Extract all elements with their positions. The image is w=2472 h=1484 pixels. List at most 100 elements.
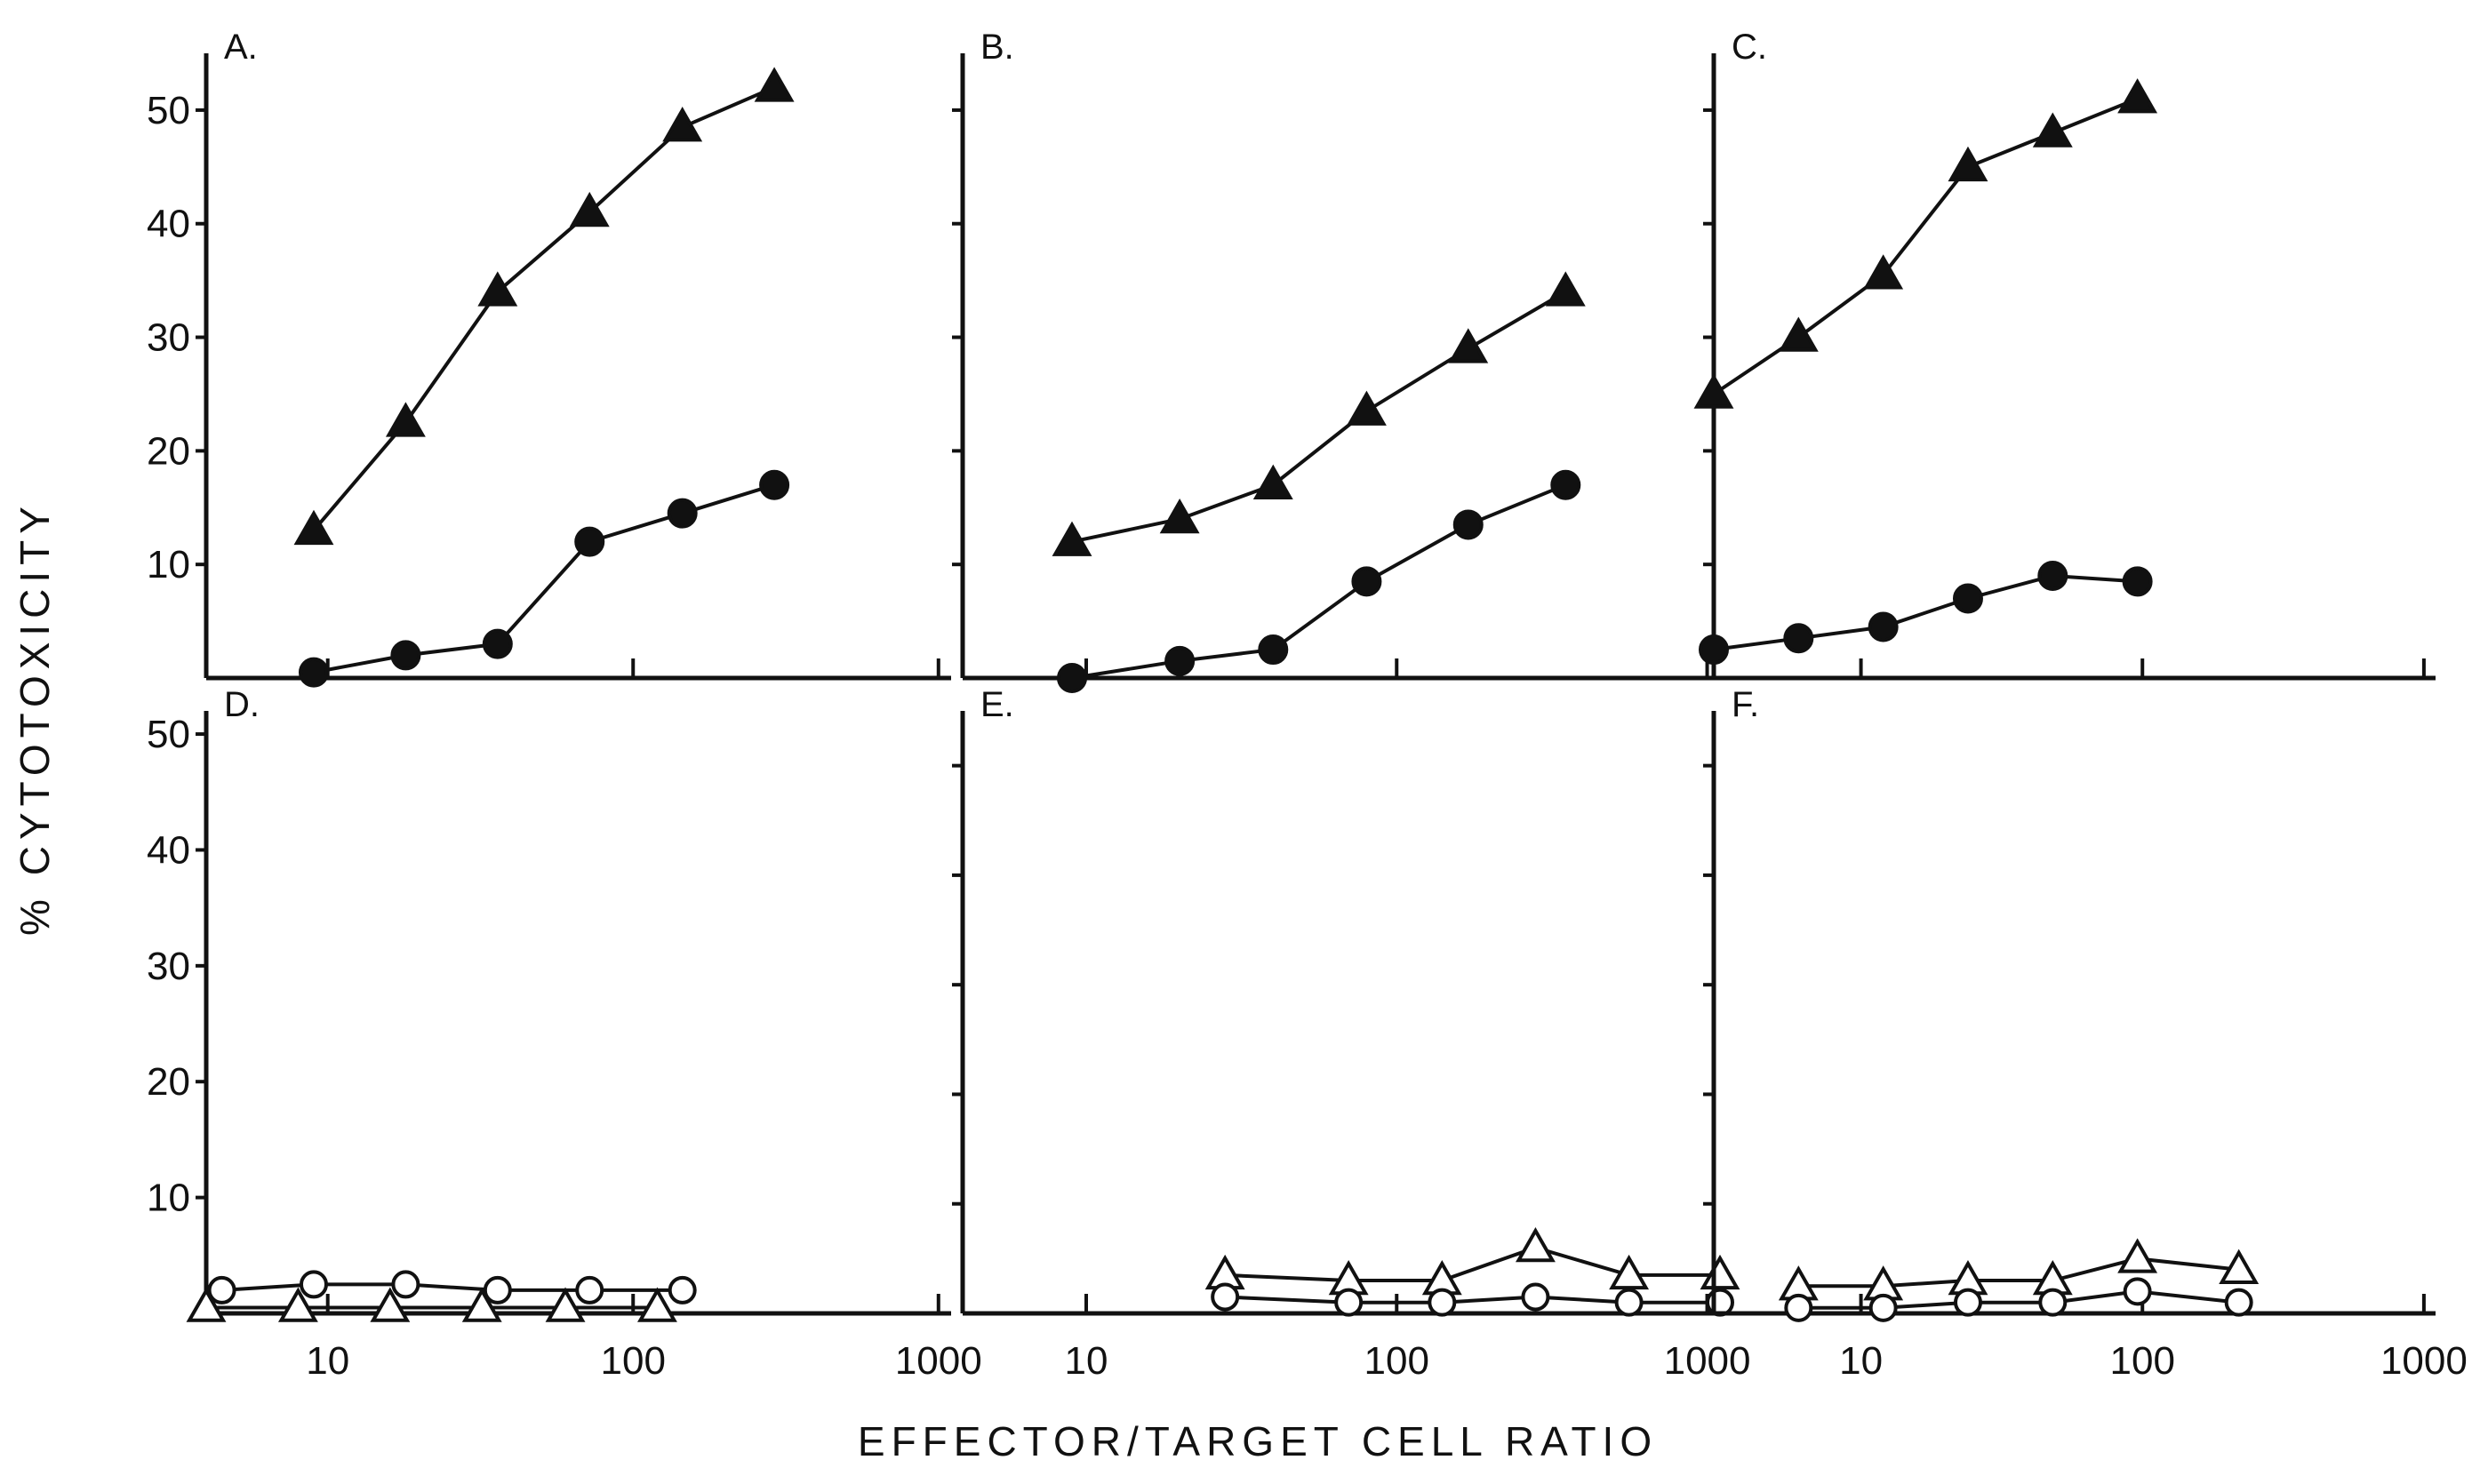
x-tick-label: 1000 (895, 1339, 982, 1383)
series-line (1225, 1245, 1720, 1282)
data-point-triangle (461, 1287, 502, 1322)
data-point-triangle (2219, 1249, 2260, 1284)
data-point-circle (2037, 560, 2068, 591)
data-point-triangle (1700, 1254, 1740, 1290)
panel-e: 10 100 1000 E. (952, 685, 1750, 1383)
panel-b: B. (952, 28, 1720, 693)
data-point-triangle (662, 107, 703, 142)
panel-label: A. (224, 28, 258, 67)
x-axis-title: EFFECTOR/TARGET CELL RATIO (858, 1418, 1658, 1464)
data-point-circle (1452, 509, 1484, 540)
data-point-circle (1868, 611, 1899, 642)
panel-f: 10 100 1000 F. (1703, 685, 2468, 1383)
series-line (313, 483, 775, 674)
x-tick-label: 10 (1065, 1339, 1108, 1383)
y-tick-label: 30 (147, 316, 190, 360)
panel-label: D. (224, 685, 260, 724)
data-point-circle (1784, 1293, 1813, 1322)
data-point-circle (2123, 1277, 2152, 1306)
data-point-triangle (1545, 271, 1586, 307)
panel-label: B. (980, 28, 1014, 67)
data-point-triangle (1516, 1227, 1556, 1263)
data-point-triangle (1052, 521, 1092, 556)
series-line (1712, 97, 2139, 396)
data-point-circle (759, 469, 790, 500)
y-tick-label: 40 (147, 828, 190, 872)
data-point-circle (1699, 634, 1729, 666)
data-point-circle (1706, 1288, 1734, 1317)
data-point-circle (1614, 1288, 1644, 1317)
y-tick-label: 50 (147, 713, 190, 756)
y-tick-label: 20 (147, 429, 190, 473)
panel-label: C. (1732, 28, 1767, 67)
data-point-circle (299, 1270, 328, 1299)
data-point-circle (1783, 623, 1814, 654)
data-point-circle (575, 1275, 604, 1304)
y-tick-label: 20 (147, 1060, 190, 1104)
data-point-triangle (477, 271, 518, 307)
y-axis-title: % CYTOTOXICITY (12, 500, 58, 936)
data-point-triangle (754, 67, 795, 102)
series-line (312, 85, 775, 532)
data-point-triangle (569, 191, 610, 227)
series-line (1071, 483, 1567, 680)
x-tick-label: 10 (306, 1339, 349, 1383)
data-point-triangle (1346, 390, 1387, 426)
data-point-circle (2224, 1288, 2253, 1317)
series-line (221, 1282, 683, 1292)
data-point-triangle (370, 1287, 411, 1322)
y-tick-label: 10 (147, 543, 190, 586)
data-point-circle (668, 1275, 697, 1304)
data-point-triangle (277, 1287, 318, 1322)
data-point-circle (482, 628, 513, 659)
data-point-circle (574, 526, 605, 557)
data-point-triangle (1778, 316, 1819, 352)
data-point-triangle (1863, 254, 1904, 290)
data-point-triangle (1609, 1254, 1650, 1290)
data-point-triangle (1693, 373, 1734, 409)
series-line (1071, 290, 1567, 544)
data-point-triangle (385, 402, 426, 437)
data-point-circle (483, 1275, 512, 1304)
data-point-circle (1952, 583, 1983, 614)
y-tick-label: 30 (147, 945, 190, 988)
data-point-triangle (1948, 146, 1988, 182)
data-point-triangle (545, 1287, 586, 1322)
series-line (1225, 1295, 1720, 1304)
data-point-circle (390, 640, 421, 671)
data-point-circle (1521, 1282, 1550, 1312)
data-point-circle (391, 1270, 420, 1299)
series-line (1798, 1257, 2239, 1289)
panel-label: F. (1732, 685, 1759, 724)
data-point-circle (1164, 645, 1196, 676)
panel-d: 10 20 30 40 50 10 100 1000 D. (147, 685, 982, 1383)
x-tick-label: 100 (1364, 1339, 1429, 1383)
y-tick-label: 10 (147, 1177, 190, 1220)
data-point-circle (1550, 469, 1581, 500)
data-point-triangle (2032, 112, 2073, 148)
data-point-triangle (186, 1287, 227, 1322)
x-tick-label: 1000 (2380, 1339, 2468, 1383)
data-point-triangle (2117, 1238, 2158, 1273)
data-point-triangle (2117, 78, 2158, 114)
data-point-circle (1428, 1288, 1457, 1317)
x-tick-label: 100 (2110, 1339, 2175, 1383)
data-point-circle (298, 657, 329, 688)
x-tick-label: 10 (1839, 1339, 1883, 1383)
data-point-triangle (1252, 464, 1293, 499)
data-point-triangle (1448, 328, 1489, 363)
data-point-circle (1211, 1282, 1240, 1312)
data-point-triangle (636, 1287, 677, 1322)
y-tick-label: 40 (147, 203, 190, 246)
panel-a: 10 20 30 40 50 A. (147, 28, 951, 688)
data-point-triangle (1159, 499, 1200, 534)
data-point-circle (1868, 1293, 1898, 1322)
x-tick-label: 100 (601, 1339, 666, 1383)
panel-label: E. (980, 685, 1014, 724)
data-point-triangle (293, 509, 334, 546)
data-point-circle (1351, 566, 1382, 597)
x-tick-label: 1000 (1664, 1339, 1751, 1383)
data-point-circle (1057, 663, 1088, 693)
